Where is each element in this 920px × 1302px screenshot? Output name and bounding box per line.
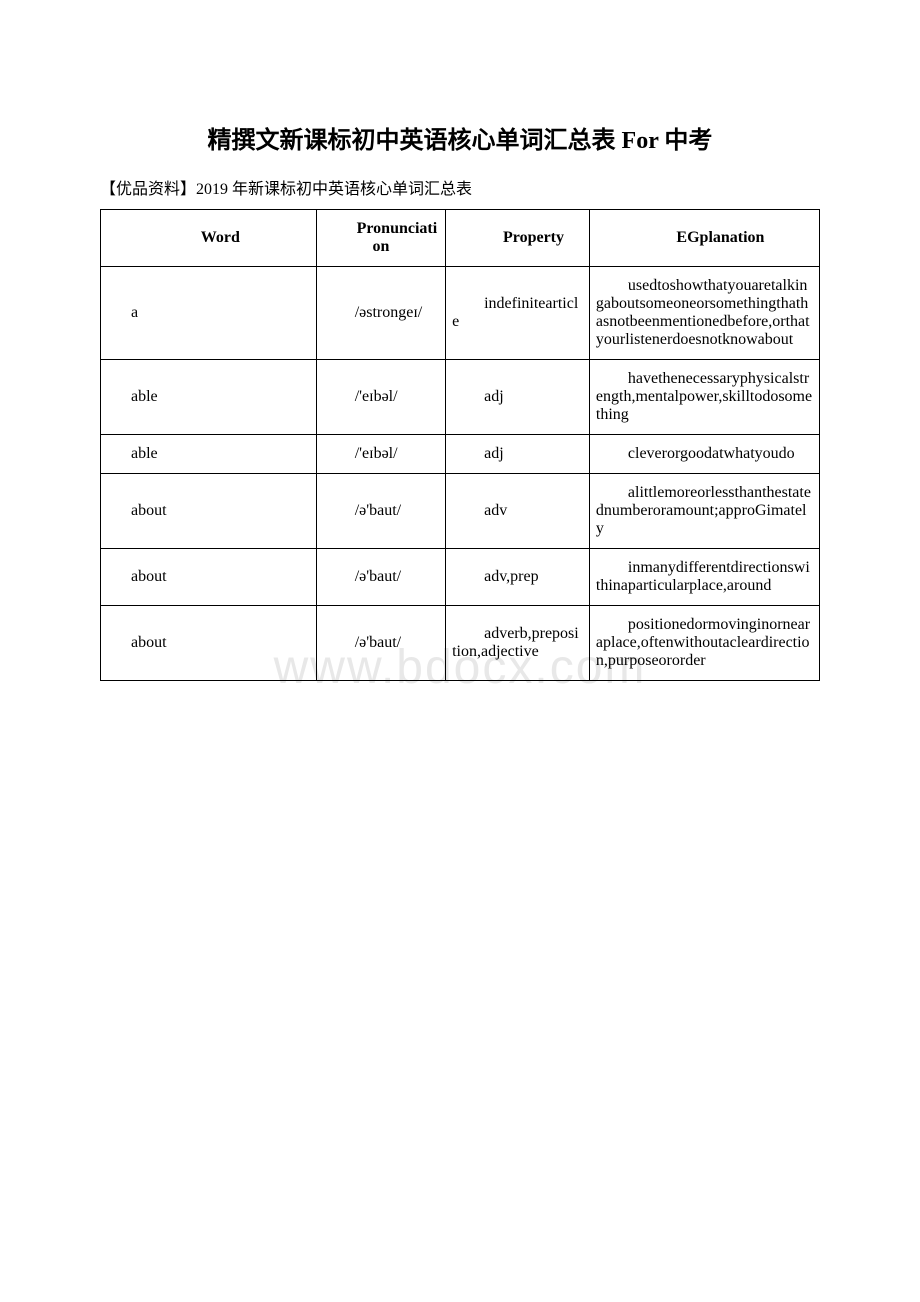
cell-pronunciation: /ə'baut/ [316, 474, 445, 549]
table-row: able /'eɪbəl/ adj cleverorgoodatwhatyoud… [101, 435, 820, 474]
cell-word: about [101, 606, 317, 681]
table-row: about /ə'baut/ adverb,preposition,adject… [101, 606, 820, 681]
cell-pronunciation: /əstrongeɪ/ [316, 267, 445, 360]
cell-word: about [101, 474, 317, 549]
cell-property: adv [446, 474, 590, 549]
cell-explanation: usedtoshowthatyouaretalkingaboutsomeoneo… [589, 267, 819, 360]
table-row: able /'eɪbəl/ adj havethenecessaryphysic… [101, 360, 820, 435]
cell-explanation: alittlemoreorlessthanthestatednumberoram… [589, 474, 819, 549]
cell-property: adv,prep [446, 549, 590, 606]
header-explanation: EGplanation [589, 210, 819, 267]
cell-property: adj [446, 360, 590, 435]
vocabulary-table: Word Pronunciation Property EGplanation … [100, 209, 820, 681]
cell-word: about [101, 549, 317, 606]
cell-word: able [101, 435, 317, 474]
table-row: about /ə'baut/ adv alittlemoreorlessthan… [101, 474, 820, 549]
cell-word: a [101, 267, 317, 360]
cell-pronunciation: /ə'baut/ [316, 606, 445, 681]
cell-explanation: havethenecessaryphysicalstrength,mentalp… [589, 360, 819, 435]
table-header-row: Word Pronunciation Property EGplanation [101, 210, 820, 267]
cell-word: able [101, 360, 317, 435]
cell-explanation: cleverorgoodatwhatyoudo [589, 435, 819, 474]
page-subtitle: 【优品资料】2019 年新课标初中英语核心单词汇总表 [100, 175, 820, 199]
table-row: a /əstrongeɪ/ indefinitearticle usedtosh… [101, 267, 820, 360]
page-title: 精撰文新课标初中英语核心单词汇总表 For 中考 [100, 120, 820, 155]
cell-explanation: positionedormovinginornearaplace,oftenwi… [589, 606, 819, 681]
cell-pronunciation: /'eɪbəl/ [316, 360, 445, 435]
cell-pronunciation: /ə'baut/ [316, 549, 445, 606]
cell-pronunciation: /'eɪbəl/ [316, 435, 445, 474]
cell-property: adverb,preposition,adjective [446, 606, 590, 681]
header-pronunciation: Pronunciation [316, 210, 445, 267]
header-word: Word [101, 210, 317, 267]
cell-property: indefinitearticle [446, 267, 590, 360]
cell-property: adj [446, 435, 590, 474]
cell-explanation: inmanydifferentdirectionswithinaparticul… [589, 549, 819, 606]
header-property: Property [446, 210, 590, 267]
table-row: about /ə'baut/ adv,prep inmanydifferentd… [101, 549, 820, 606]
